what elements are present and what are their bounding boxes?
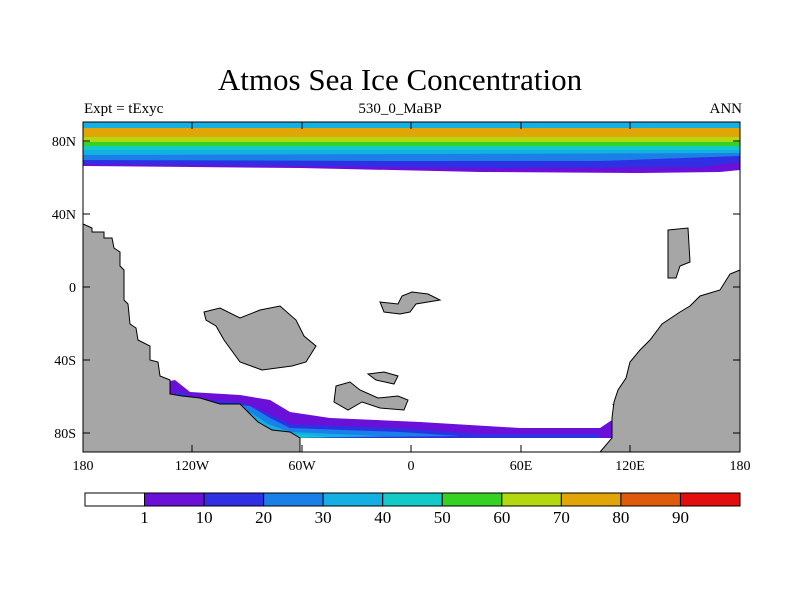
experiment-label: Expt = tExyc [84,101,164,117]
colorbar-label: 10 [196,508,213,527]
landmass-island-south [333,381,409,411]
x-tick-label: 180 [730,459,751,474]
axis-ticks [82,122,741,452]
ice-band-40-south [262,430,330,438]
colorbar-box [560,492,622,507]
colorbar-box [84,492,146,507]
colorbar-label: 90 [672,508,689,527]
colorbar-label: 1 [140,508,149,527]
season-label: ANN [709,101,743,117]
colorbar-label: 40 [374,508,391,527]
colorbar-box [203,492,265,507]
period-label: 530_0_MaBP [358,101,442,117]
colorbar-box [144,492,205,507]
landmass-west [82,223,301,453]
landmass-central-west [203,305,317,371]
landmass-island-small [366,371,399,385]
ice-band-20-south [225,404,460,438]
landmass-northeast-island [667,227,691,279]
colorbar-box [322,492,384,507]
y-tick-label: 40S [54,354,76,369]
x-tick-label: 60E [510,459,533,474]
colorbar-label: 50 [434,508,451,527]
landmass-east [598,224,741,453]
colorbar: 1 10 20 30 40 50 60 70 80 90 [84,492,741,527]
x-tick-label: 60W [288,459,316,474]
colorbar-box [263,492,324,507]
y-tick-label: 0 [69,281,76,296]
x-tick-label: 0 [408,459,415,474]
x-tick-label: 120W [175,459,210,474]
colorbar-box [501,492,562,507]
colorbar-label: 60 [493,508,510,527]
y-tick-label: 40N [52,208,76,223]
colorbar-box [382,492,443,507]
x-tick-labels: 180 120W 60W 0 60E 120E 180 [73,459,751,474]
colorbar-label: 70 [553,508,570,527]
land-masses [82,223,741,453]
x-tick-label: 120E [615,459,645,474]
landmass-island-north [379,291,442,315]
colorbar-box [620,492,681,507]
arctic-sea-ice [83,122,740,173]
colorbar-label: 20 [255,508,272,527]
x-tick-label: 180 [73,459,94,474]
colorbar-label: 80 [612,508,629,527]
map-panel [82,121,741,453]
y-tick-label: 80S [54,427,76,442]
y-tick-labels: 80N 40N 0 40S 80S [52,135,76,442]
colorbar-label: 30 [315,508,332,527]
colorbar-box [679,492,741,507]
y-tick-label: 80N [52,135,76,150]
map-title: Atmos Sea Ice Concentration [217,62,583,97]
colorbar-box [441,492,503,507]
